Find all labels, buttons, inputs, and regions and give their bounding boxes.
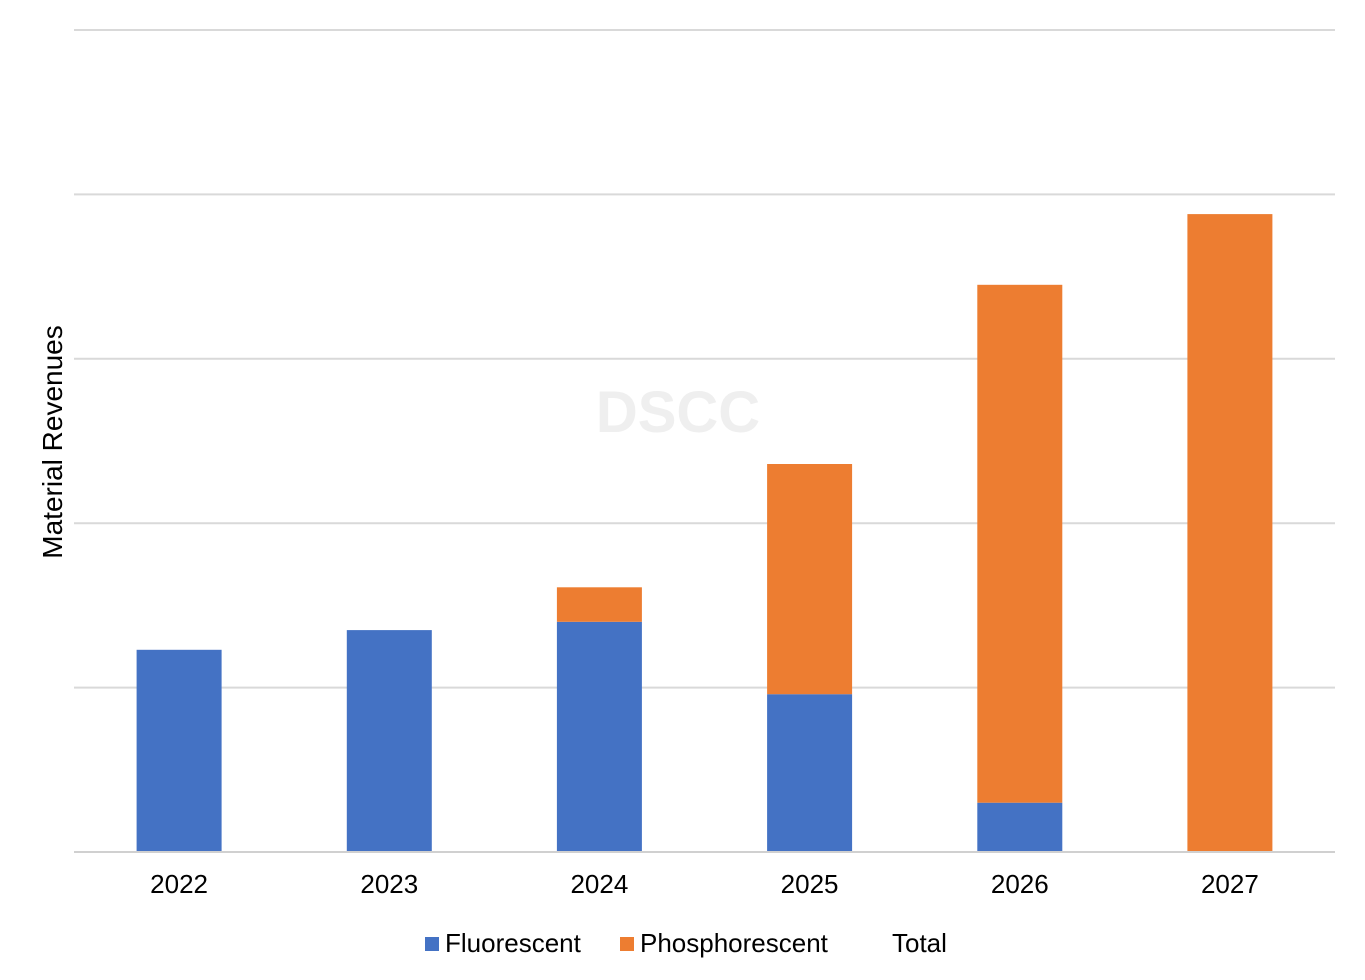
bar-fluorescent-2025 [767, 694, 853, 852]
bar-fluorescent-2023 [346, 630, 432, 852]
legend-swatch-phosphorescent [620, 937, 634, 951]
x-tick-label: 2024 [570, 869, 628, 899]
gridlines [74, 29, 1335, 689]
x-axis-tick-labels: 2022 2023 2024 2025 2026 2027 [150, 869, 1259, 899]
bar-fluorescent-2024 [556, 621, 642, 852]
legend: Fluorescent Phosphorescent Total [425, 928, 947, 958]
y-axis-label: Material Revenues [37, 325, 68, 558]
bar-phosphorescent-2027 [1187, 214, 1273, 853]
x-tick-label: 2027 [1201, 869, 1259, 899]
legend-label-fluorescent: Fluorescent [445, 928, 582, 958]
x-tick-label: 2022 [150, 869, 208, 899]
x-tick-label: 2026 [991, 869, 1049, 899]
legend-swatch-fluorescent [425, 937, 439, 951]
watermark: DSCC [596, 380, 760, 445]
bar-fluorescent-2026 [977, 802, 1063, 852]
x-tick-label: 2025 [781, 869, 839, 899]
bars [136, 214, 1273, 853]
legend-label-phosphorescent: Phosphorescent [640, 928, 829, 958]
legend-label-total: Total [892, 928, 947, 958]
bar-phosphorescent-2024 [556, 587, 642, 622]
bar-fluorescent-2022 [136, 649, 222, 852]
x-tick-label: 2023 [360, 869, 418, 899]
bar-phosphorescent-2025 [767, 464, 853, 695]
bar-phosphorescent-2026 [977, 284, 1063, 803]
